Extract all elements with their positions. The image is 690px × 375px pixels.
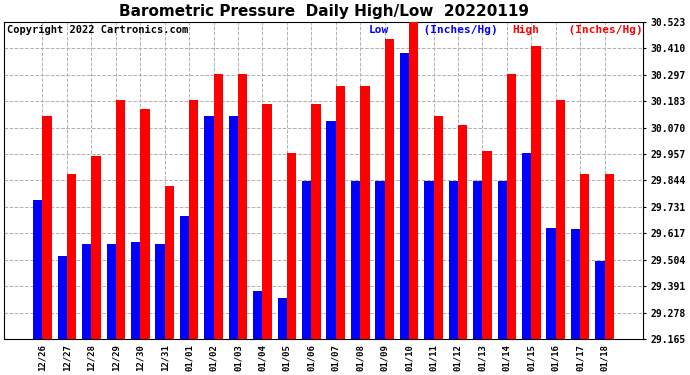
Bar [180,216,189,375]
Bar [531,46,540,375]
Bar [409,22,418,375]
Bar [580,174,589,375]
Text: (Inches/Hg): (Inches/Hg) [555,25,642,35]
Bar [546,228,555,375]
Bar [302,182,311,375]
Text: (Inches/Hg): (Inches/Hg) [410,25,497,35]
Bar [360,86,370,375]
Bar [384,39,394,375]
Text: Copyright 2022 Cartronics.com: Copyright 2022 Cartronics.com [8,25,188,35]
Bar [106,244,116,375]
Bar [253,291,262,375]
Bar [497,182,507,375]
Bar [595,261,604,375]
Bar [67,174,76,375]
Bar [448,182,458,375]
Bar [326,121,336,375]
Bar [400,53,409,375]
Bar [189,99,199,375]
Bar [58,256,67,375]
Bar [91,156,101,375]
Bar [604,174,614,375]
Bar [571,229,580,375]
Bar [311,104,321,375]
Bar [214,74,223,375]
Bar [204,116,214,375]
Text: Low: Low [368,25,388,35]
Bar [140,109,150,375]
Bar [116,99,125,375]
Bar [277,298,287,375]
Bar [165,186,174,375]
Bar [458,125,467,375]
Bar [238,74,247,375]
Title: Barometric Pressure  Daily High/Low  20220119: Barometric Pressure Daily High/Low 20220… [119,4,529,19]
Bar [375,182,384,375]
Text: High: High [512,25,539,35]
Bar [228,116,238,375]
Bar [482,151,492,375]
Bar [555,99,565,375]
Bar [262,104,272,375]
Bar [507,74,516,375]
Bar [82,244,91,375]
Bar [522,153,531,375]
Bar [473,182,482,375]
Bar [131,242,140,375]
Bar [424,182,433,375]
Bar [336,86,345,375]
Bar [433,116,443,375]
Bar [155,244,165,375]
Bar [43,116,52,375]
Bar [287,153,296,375]
Bar [351,182,360,375]
Bar [33,200,43,375]
